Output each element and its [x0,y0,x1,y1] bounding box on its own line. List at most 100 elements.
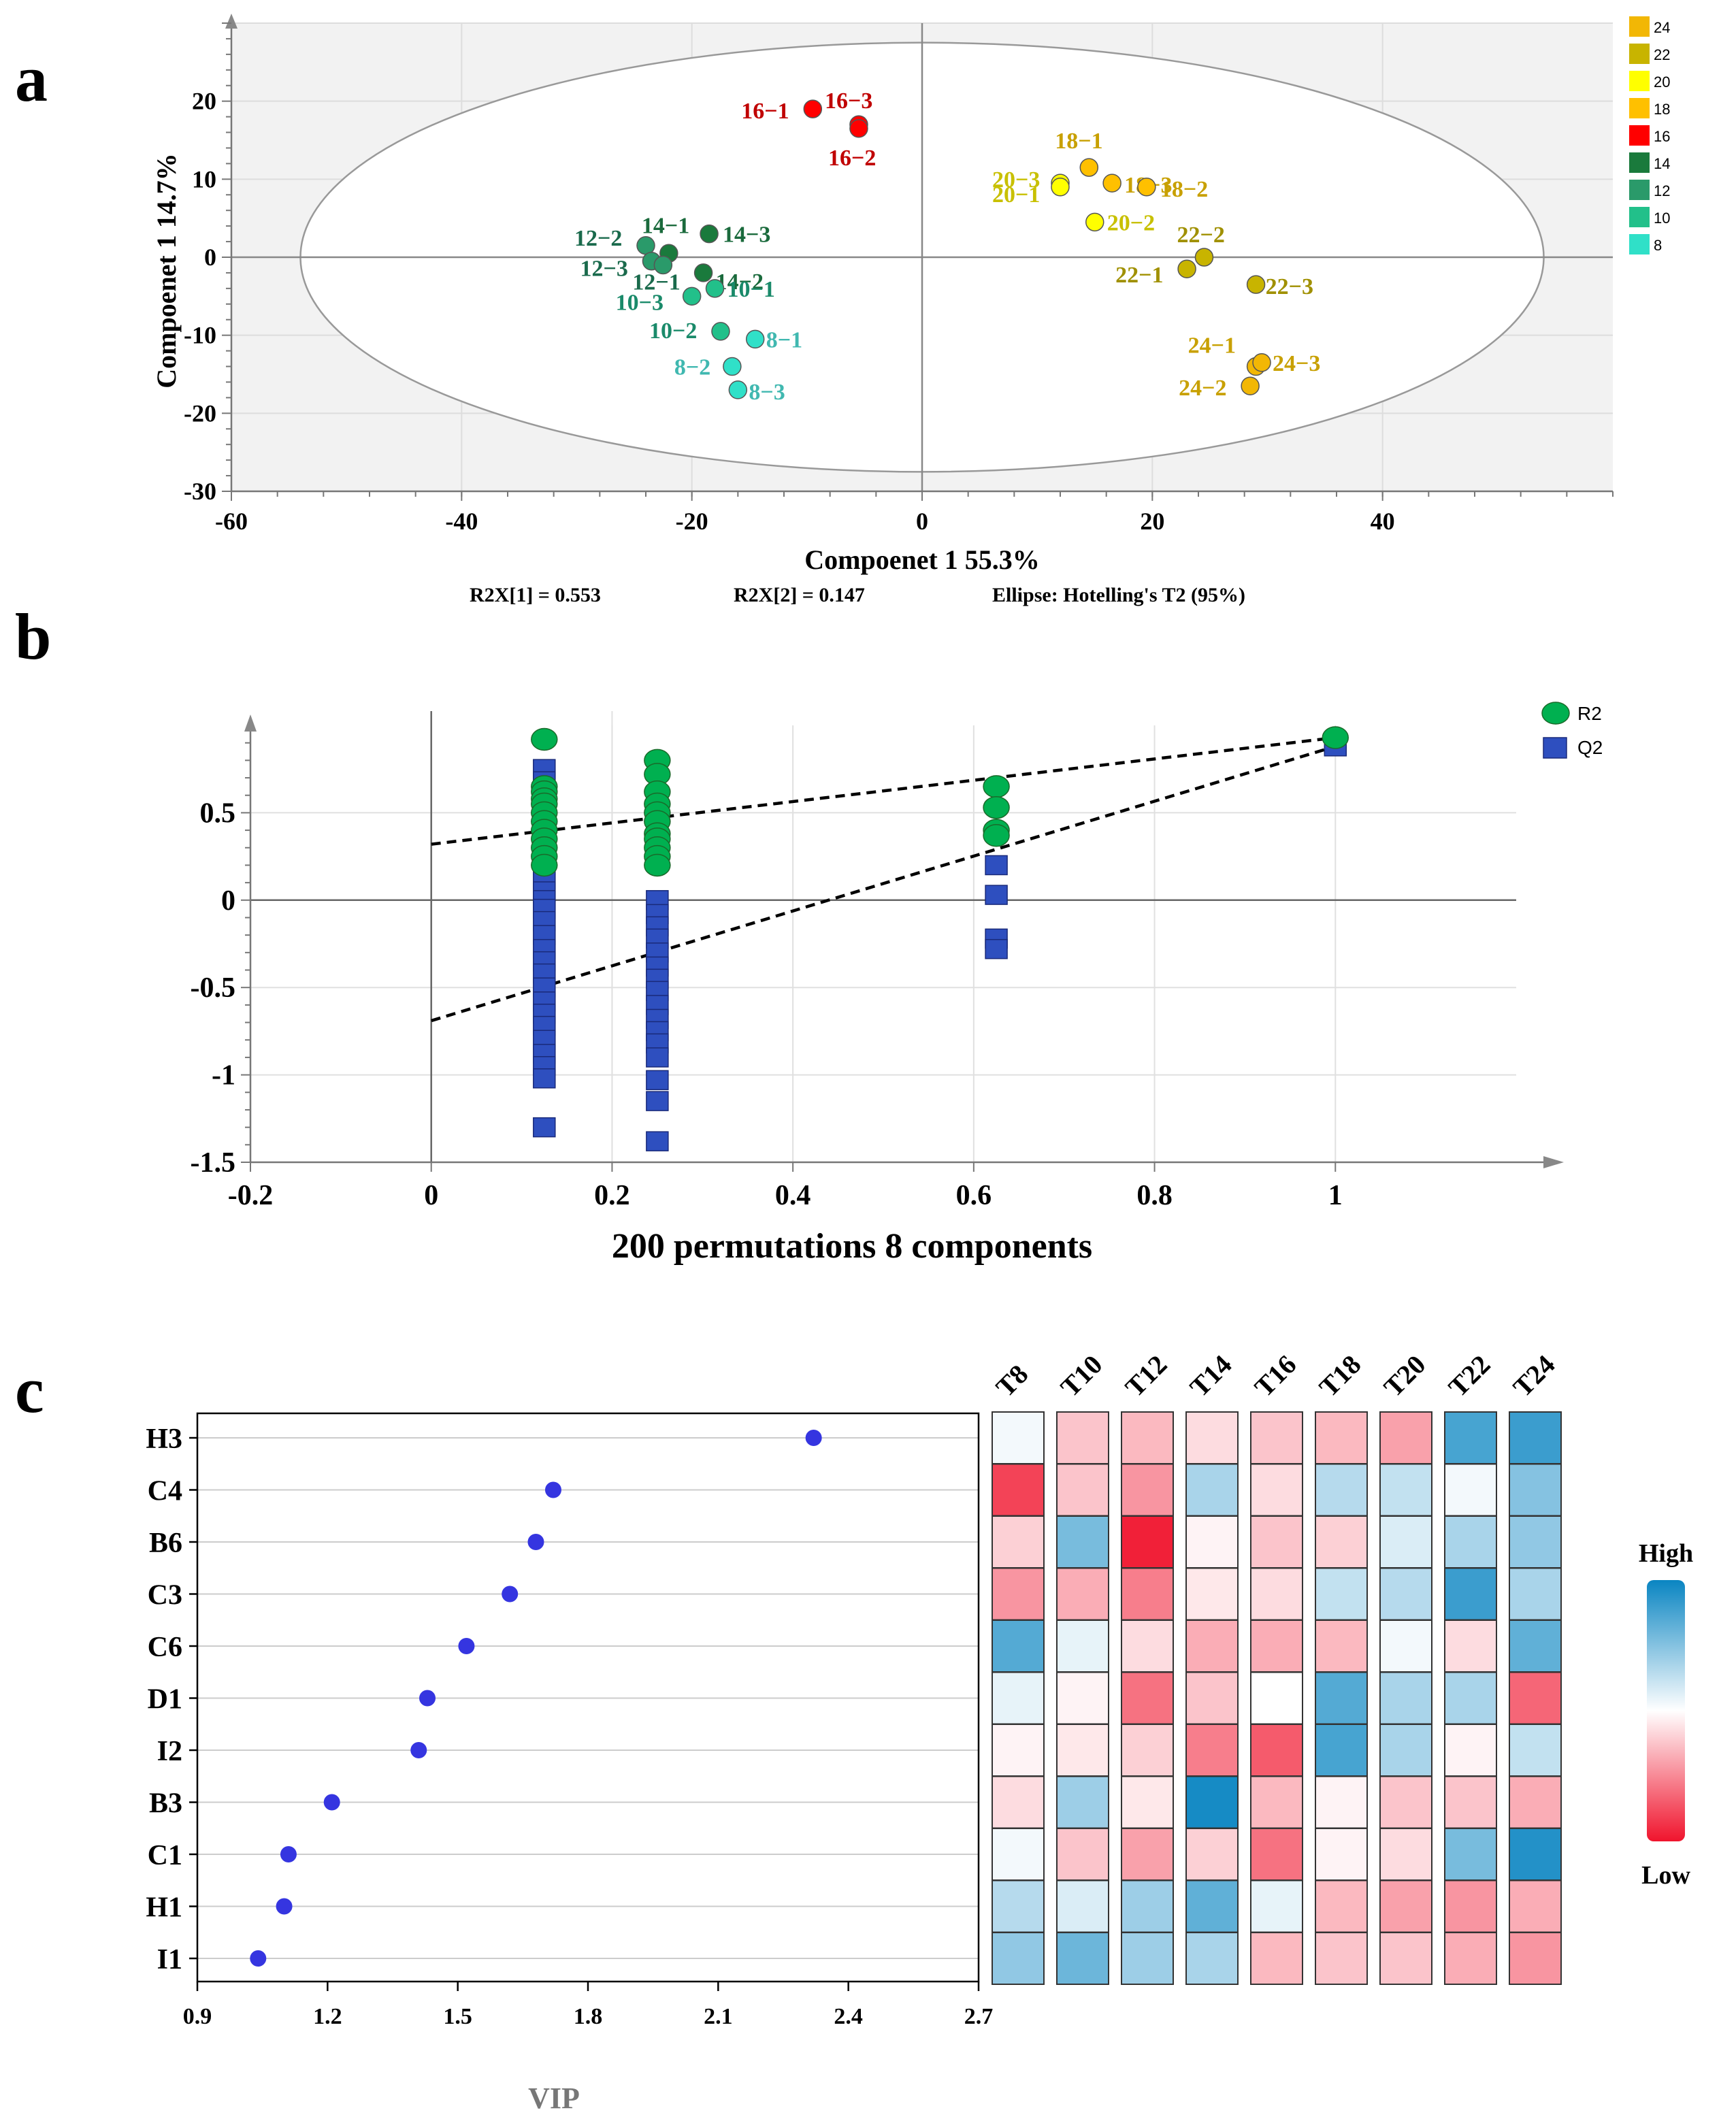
q2-point [646,1047,669,1068]
legend-swatch [1629,152,1650,173]
heatmap-cell [1315,1463,1368,1517]
heatmap-cell [1315,1620,1368,1673]
x-tick-label: 0.8 [1136,1180,1173,1211]
pca-point [1085,212,1104,232]
heatmap-cell [992,1775,1045,1829]
category-label: H3 [146,1424,182,1455]
vip-heatmap: T8 T10 T12 T14 T16 T18 T20 T22 T24 High Low [990,1349,1693,1985]
heatmap-cell [1509,1828,1562,1881]
legend-label: 8 [1654,237,1662,254]
heatmap-cell [1056,1567,1109,1621]
pca-point-label: 12−1 [632,269,680,295]
heatmap-cell [1250,1463,1303,1517]
x-tick-label: -0.2 [228,1180,274,1211]
heatmap-cell [1185,1620,1239,1673]
category-label: D1 [148,1684,182,1715]
heatmap-cell [992,1411,1045,1464]
legend-swatch [1629,98,1650,118]
legend-swatch [1629,234,1650,254]
category-label: I1 [157,1944,182,1975]
heatmap-cell [1056,1411,1109,1464]
vip-point [276,1898,293,1915]
q2-point [533,1068,556,1089]
heatmap-cell [1121,1620,1174,1673]
y-tick-label: 20 [192,88,216,115]
heatmap-cell [1444,1724,1497,1777]
footnote: Ellipse: Hotelling's T2 (95%) [992,584,1245,606]
heatmap-cell [1509,1671,1562,1725]
y-tick-label: 0 [221,885,235,917]
x-tick-label: 0 [424,1180,438,1211]
legend-label: 12 [1654,182,1670,199]
pca-point-label: 20−3 [992,167,1040,193]
x-tick-label: 40 [1371,508,1395,535]
x-tick-label: 0.2 [594,1180,630,1211]
heatmap-cell [992,1828,1045,1881]
heatmap-cell [1509,1879,1562,1933]
q2-point [985,938,1008,959]
heatmap-cell [1509,1515,1562,1568]
legend-label: 14 [1654,155,1670,172]
x-tick-label: 1.5 [443,2004,472,2029]
heatmap-cell [1250,1932,1303,1985]
q2-point [533,1117,556,1138]
heatmap-cell [1379,1932,1432,1985]
pca-point-label: 14−1 [642,213,689,238]
legend-swatch [1629,16,1650,37]
x-tick-label: 0 [916,508,928,535]
x-tick-label: 1 [1328,1180,1343,1211]
y-tick-label: -1 [212,1060,235,1091]
heatmap-cell [1444,1671,1497,1725]
heatmap-cell [1056,1724,1109,1777]
heatmap-cell [1250,1620,1303,1673]
category-label: B6 [149,1528,182,1559]
pca-point [711,322,730,341]
y-axis-arrow [225,14,238,29]
heatmap-cell [1315,1567,1368,1621]
heatmap-cell [1509,1411,1562,1464]
pca-point-label: 16−3 [825,88,872,114]
pca-point [1194,248,1214,267]
legend-swatch [1629,44,1650,64]
heatmap-column-label: T8 [990,1359,1034,1403]
heatmap-cell [1121,1411,1174,1464]
heatmap-cell [1379,1567,1432,1621]
heatmap-column-label: T16 [1249,1349,1303,1402]
pca-point [653,255,673,275]
pca-point [849,119,868,138]
heatmap-cell [1056,1932,1109,1985]
x-axis-title: VIP [528,2082,580,2115]
heatmap-cell [992,1724,1045,1777]
heatmap-cell [1056,1879,1109,1933]
pca-point-label: 18−2 [1160,177,1208,202]
heatmap-cell [1379,1828,1432,1881]
heatmap-cell [1056,1671,1109,1725]
heatmap-cell [1121,1828,1174,1881]
heatmap-cell [1315,1879,1368,1933]
heatmap-cell [1509,1463,1562,1517]
heatmap-cell [1315,1515,1368,1568]
heatmap-cell [1185,1515,1239,1568]
heatmap-cell [1379,1671,1432,1725]
vip-point [410,1742,427,1758]
r2-point [531,853,558,877]
heatmap-cell [1315,1828,1368,1881]
x-tick-label: 0.4 [775,1180,811,1211]
heatmap-cell [992,1463,1045,1517]
pca-point-label: 10−2 [649,318,697,344]
permutation-test-plot: -0.2 0 0.2 0.4 0.6 0.8 1 -1.5 -1 -0.5 0 0.5 200 perm… [191,702,1603,1266]
y-tick-label: 0.5 [200,798,236,829]
heatmap-cell [1250,1671,1303,1725]
heatmap-cell [1185,1671,1239,1725]
heatmap-cell [992,1567,1045,1621]
pca-point [1252,353,1271,372]
x-tick-label: 0.9 [183,2004,212,2029]
heatmap-cell [1185,1724,1239,1777]
q2-point [985,855,1008,876]
heatmap-cell [1444,1411,1497,1464]
legend-r2-marker [1541,702,1570,725]
heatmap-cell [1315,1724,1368,1777]
heatmap-cell [1250,1567,1303,1621]
legend-q2-label: Q2 [1577,737,1603,758]
legend-label: 24 [1654,19,1670,36]
